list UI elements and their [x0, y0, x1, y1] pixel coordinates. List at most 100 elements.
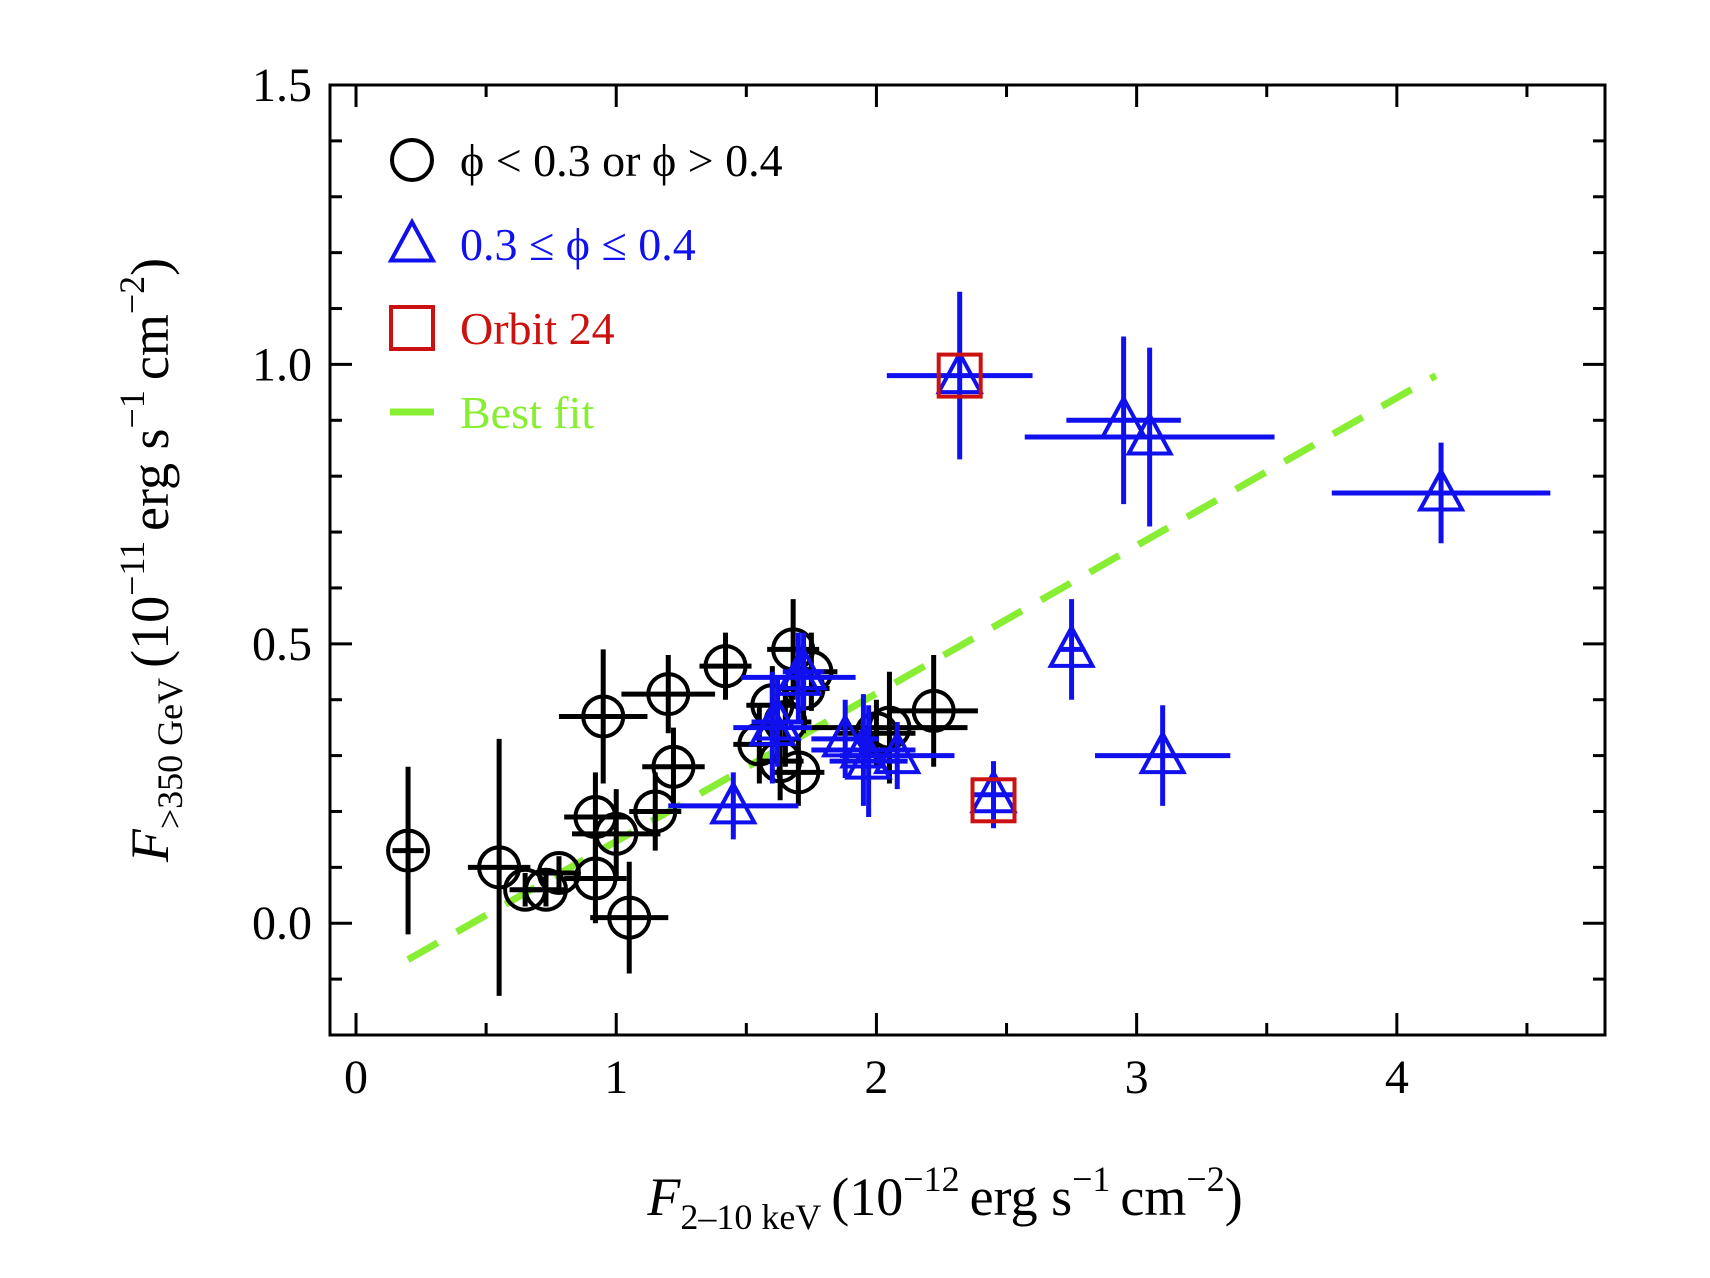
square-marker [936, 352, 983, 399]
y-tick-label: 0.0 [252, 897, 312, 950]
triangle-marker [872, 729, 922, 775]
circle-marker [651, 744, 696, 789]
triangle-marker [709, 779, 758, 825]
data-point [668, 772, 799, 840]
data-point [590, 861, 669, 974]
circle-marker [633, 789, 678, 834]
data-point [536, 850, 581, 895]
y-axis-units-prefix: (10 [120, 596, 180, 668]
series-triangle [668, 291, 1551, 840]
circle-marker [386, 828, 431, 873]
x-axis-units-mid2: cm [1120, 1167, 1186, 1227]
axis-ticks [330, 83, 1605, 1037]
square-marker [970, 777, 1017, 824]
x-tick-label: 4 [1385, 1051, 1409, 1104]
y-axis-units-exp3: −2 [112, 276, 152, 314]
y-axis-units-suffix: ) [120, 258, 180, 276]
triangle-marker [753, 695, 802, 741]
x-axis-symbol: F [646, 1167, 681, 1227]
legend-item: Best fit [390, 387, 594, 438]
legend-square-icon [389, 305, 435, 351]
y-axis-title: F>350 GeV (10−11 erg s−1 cm−2) [112, 258, 190, 863]
data-point [1331, 442, 1551, 544]
data-point [936, 352, 983, 399]
data-point [1024, 347, 1275, 527]
data-point [829, 705, 908, 818]
legend-item: ϕ < 0.3 or ϕ > 0.4 [390, 135, 783, 186]
data-point [970, 777, 1017, 824]
circle-marker [607, 895, 652, 940]
data-point [467, 738, 531, 996]
circle-marker [477, 845, 522, 890]
triangle-marker [779, 645, 828, 691]
fit-line-segment [406, 372, 1438, 963]
circle-marker [776, 750, 821, 795]
y-axis-units-exp: −11 [112, 541, 152, 596]
x-tick-label: 1 [604, 1051, 628, 1104]
data-point [969, 761, 1018, 829]
legend: ϕ < 0.3 or ϕ > 0.4 0.3 ≤ ϕ ≤ 0.4 Orbit 24 B… [387, 135, 783, 438]
x-axis-units-mid: erg s [970, 1167, 1073, 1227]
best-fit-line [406, 372, 1438, 963]
data-point [772, 738, 825, 806]
data-point [558, 649, 648, 784]
y-tick-label: 1.5 [252, 59, 312, 112]
triangle-marker [1125, 410, 1174, 456]
data-point [621, 655, 716, 734]
data-point [571, 789, 661, 879]
x-axis-units-suffix: ) [1225, 1167, 1243, 1227]
tick-labels: 0 1 2 3 4 0.0 0.5 1.0 1.5 [252, 59, 1409, 1104]
y-axis-units-exp2: −1 [112, 390, 152, 428]
legend-circle-icon [390, 138, 434, 182]
x-axis-units-exp2: −1 [1072, 1159, 1110, 1199]
y-tick-label: 0.5 [252, 618, 312, 671]
legend-label: 0.3 ≤ ϕ ≤ 0.4 [460, 219, 696, 270]
triangle-marker [1138, 729, 1187, 775]
circle-marker [646, 672, 691, 717]
legend-label: ϕ < 0.3 or ϕ > 0.4 [460, 135, 783, 186]
y-tick-label: 1.0 [252, 338, 312, 391]
plot-frame [328, 83, 1607, 1037]
data-point [840, 722, 955, 790]
data-point [1047, 599, 1096, 700]
triangle-marker [1416, 466, 1466, 512]
triangle-marker [1047, 623, 1096, 668]
y-axis-units-mid2: cm [120, 314, 180, 380]
circle-marker [911, 688, 956, 733]
data-point [629, 772, 682, 851]
x-tick-label: 3 [1125, 1051, 1149, 1104]
data-point [642, 727, 705, 806]
circle-marker [581, 694, 626, 739]
data-point [886, 291, 1033, 460]
legend-item: 0.3 ≤ ϕ ≤ 0.4 [387, 217, 696, 270]
legend-label: Orbit 24 [460, 303, 615, 354]
legend-triangle-icon [387, 217, 437, 263]
legend-label: Best fit [460, 387, 594, 438]
data-point [1095, 705, 1231, 806]
data-point [889, 655, 978, 767]
x-axis-units-exp: −12 [903, 1159, 959, 1199]
triangle-marker [844, 734, 893, 780]
legend-item: Orbit 24 [389, 303, 615, 354]
y-axis-units-mid: erg s [120, 428, 180, 531]
data-point [779, 632, 828, 711]
series-square [936, 352, 1017, 824]
data-point [699, 632, 752, 700]
x-axis-units-prefix: (10 [831, 1167, 903, 1227]
circle-marker [536, 850, 581, 895]
circle-marker [703, 644, 748, 689]
triangle-marker [935, 349, 984, 395]
x-axis-title: F2–10 keV (10−12 erg s−1 cm−2) [646, 1159, 1242, 1237]
data-series [386, 291, 1551, 996]
circle-marker [594, 811, 639, 856]
data-point [386, 766, 431, 935]
x-axis-subscript: 2–10 keV [680, 1197, 821, 1237]
x-tick-label: 2 [864, 1051, 888, 1104]
x-axis-units-exp3: −2 [1186, 1159, 1224, 1199]
y-axis-subscript: >350 GeV [150, 678, 190, 829]
y-axis-symbol: F [120, 828, 180, 863]
x-tick-label: 0 [344, 1051, 368, 1104]
triangle-marker [969, 768, 1018, 814]
